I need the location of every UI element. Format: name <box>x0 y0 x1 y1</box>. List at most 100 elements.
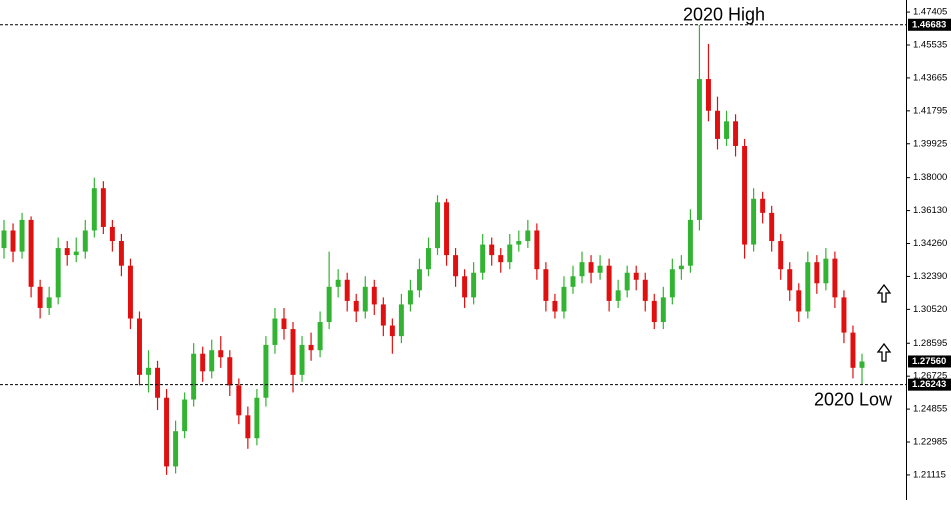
y-tick-label: 1.39925 <box>913 138 947 149</box>
y-tick-label: 1.28595 <box>913 338 947 349</box>
candle-body <box>380 304 386 326</box>
candle-body <box>588 262 594 273</box>
y-tick-label: 1.30520 <box>913 304 947 315</box>
candle-body <box>444 202 450 256</box>
candle-body <box>579 262 585 277</box>
candle-body <box>570 276 576 287</box>
candle-body <box>398 304 404 337</box>
candle-body <box>651 300 657 323</box>
candle-body <box>850 332 856 368</box>
candle-body <box>55 248 61 298</box>
candle-body <box>525 230 531 242</box>
candle-body <box>453 255 459 277</box>
candle-body <box>353 300 359 312</box>
candle-body <box>371 286 377 305</box>
candle-body <box>715 110 720 139</box>
candle-body <box>82 230 88 252</box>
candle-body <box>724 121 730 139</box>
candle-body <box>823 258 829 284</box>
candle-body <box>426 248 431 270</box>
candle-body <box>200 353 206 372</box>
candle-body <box>100 188 106 227</box>
candle-body <box>498 255 504 263</box>
candle-body <box>516 241 522 245</box>
candle-body <box>606 265 612 301</box>
candle-body <box>317 322 323 351</box>
candle-body <box>155 367 161 398</box>
current-price-box <box>908 355 951 368</box>
level-label: 1.26243 <box>912 379 946 390</box>
candle-body <box>1 230 7 249</box>
y-tick-label: 1.43665 <box>913 72 947 83</box>
candle-body <box>687 219 693 266</box>
annotation-text: 2020 Low <box>814 389 893 409</box>
candle-body <box>73 251 79 256</box>
candle-body <box>263 344 269 398</box>
candle-body <box>633 272 639 280</box>
y-tick-label: 1.32390 <box>913 271 947 282</box>
y-tick-label: 1.47405 <box>913 7 947 18</box>
candle-body <box>778 241 784 270</box>
candle-body <box>814 262 820 284</box>
candle-body <box>218 350 224 358</box>
candle-body <box>805 262 811 312</box>
candle-body <box>561 286 567 312</box>
candle-body <box>389 325 395 337</box>
y-tick-label: 1.21115 <box>913 469 946 480</box>
candle-body <box>642 279 648 301</box>
level-box <box>908 18 951 31</box>
candle-body <box>64 248 70 256</box>
y-tick-label: 1.24855 <box>913 404 947 415</box>
candle-body <box>91 188 97 231</box>
candle-body <box>471 272 477 298</box>
candle-body <box>489 244 495 256</box>
up-arrow-icon <box>876 342 892 362</box>
candle-body <box>46 297 52 308</box>
candle-body <box>173 431 179 467</box>
candle-body <box>733 121 739 146</box>
candle-body <box>109 226 115 242</box>
candle-body <box>597 265 603 273</box>
candle-body <box>19 219 25 252</box>
candle-body <box>344 279 350 301</box>
candle-body <box>308 344 314 351</box>
y-tick-label: 1.45535 <box>913 40 947 51</box>
candle-body <box>191 353 197 400</box>
candle-body <box>10 230 16 252</box>
candle-body <box>182 399 188 432</box>
y-tick-label: 1.36130 <box>913 205 947 216</box>
candle-body <box>254 397 260 439</box>
candle-body <box>335 279 341 287</box>
candle-body <box>787 269 793 291</box>
candle-body <box>281 318 287 330</box>
candle-body <box>164 397 170 467</box>
candle-body <box>272 318 278 345</box>
up-arrow-icon <box>876 283 892 303</box>
candle-body <box>742 145 748 245</box>
candle-body <box>696 79 702 220</box>
candle-body <box>678 265 684 270</box>
candle-body <box>760 198 766 213</box>
candle-body <box>462 276 468 298</box>
candle-body <box>416 269 422 291</box>
candle-body <box>236 385 242 416</box>
level-box <box>908 378 951 391</box>
candle-body <box>28 219 34 287</box>
y-tick-label: 1.38000 <box>913 172 947 183</box>
candle-body <box>209 350 215 372</box>
candle-body <box>832 258 838 298</box>
candle-body <box>796 290 802 312</box>
candle-body <box>543 269 549 301</box>
y-tick-label: 1.34260 <box>913 238 947 249</box>
candle-body <box>769 212 775 242</box>
y-tick-label: 1.26725 <box>913 371 947 382</box>
candle-body <box>299 344 305 375</box>
candle-body <box>118 241 124 266</box>
candle-body <box>245 415 251 439</box>
candle-body <box>136 318 142 375</box>
candle-body <box>407 290 413 305</box>
candle-body <box>705 79 711 111</box>
candle-body <box>480 244 486 273</box>
